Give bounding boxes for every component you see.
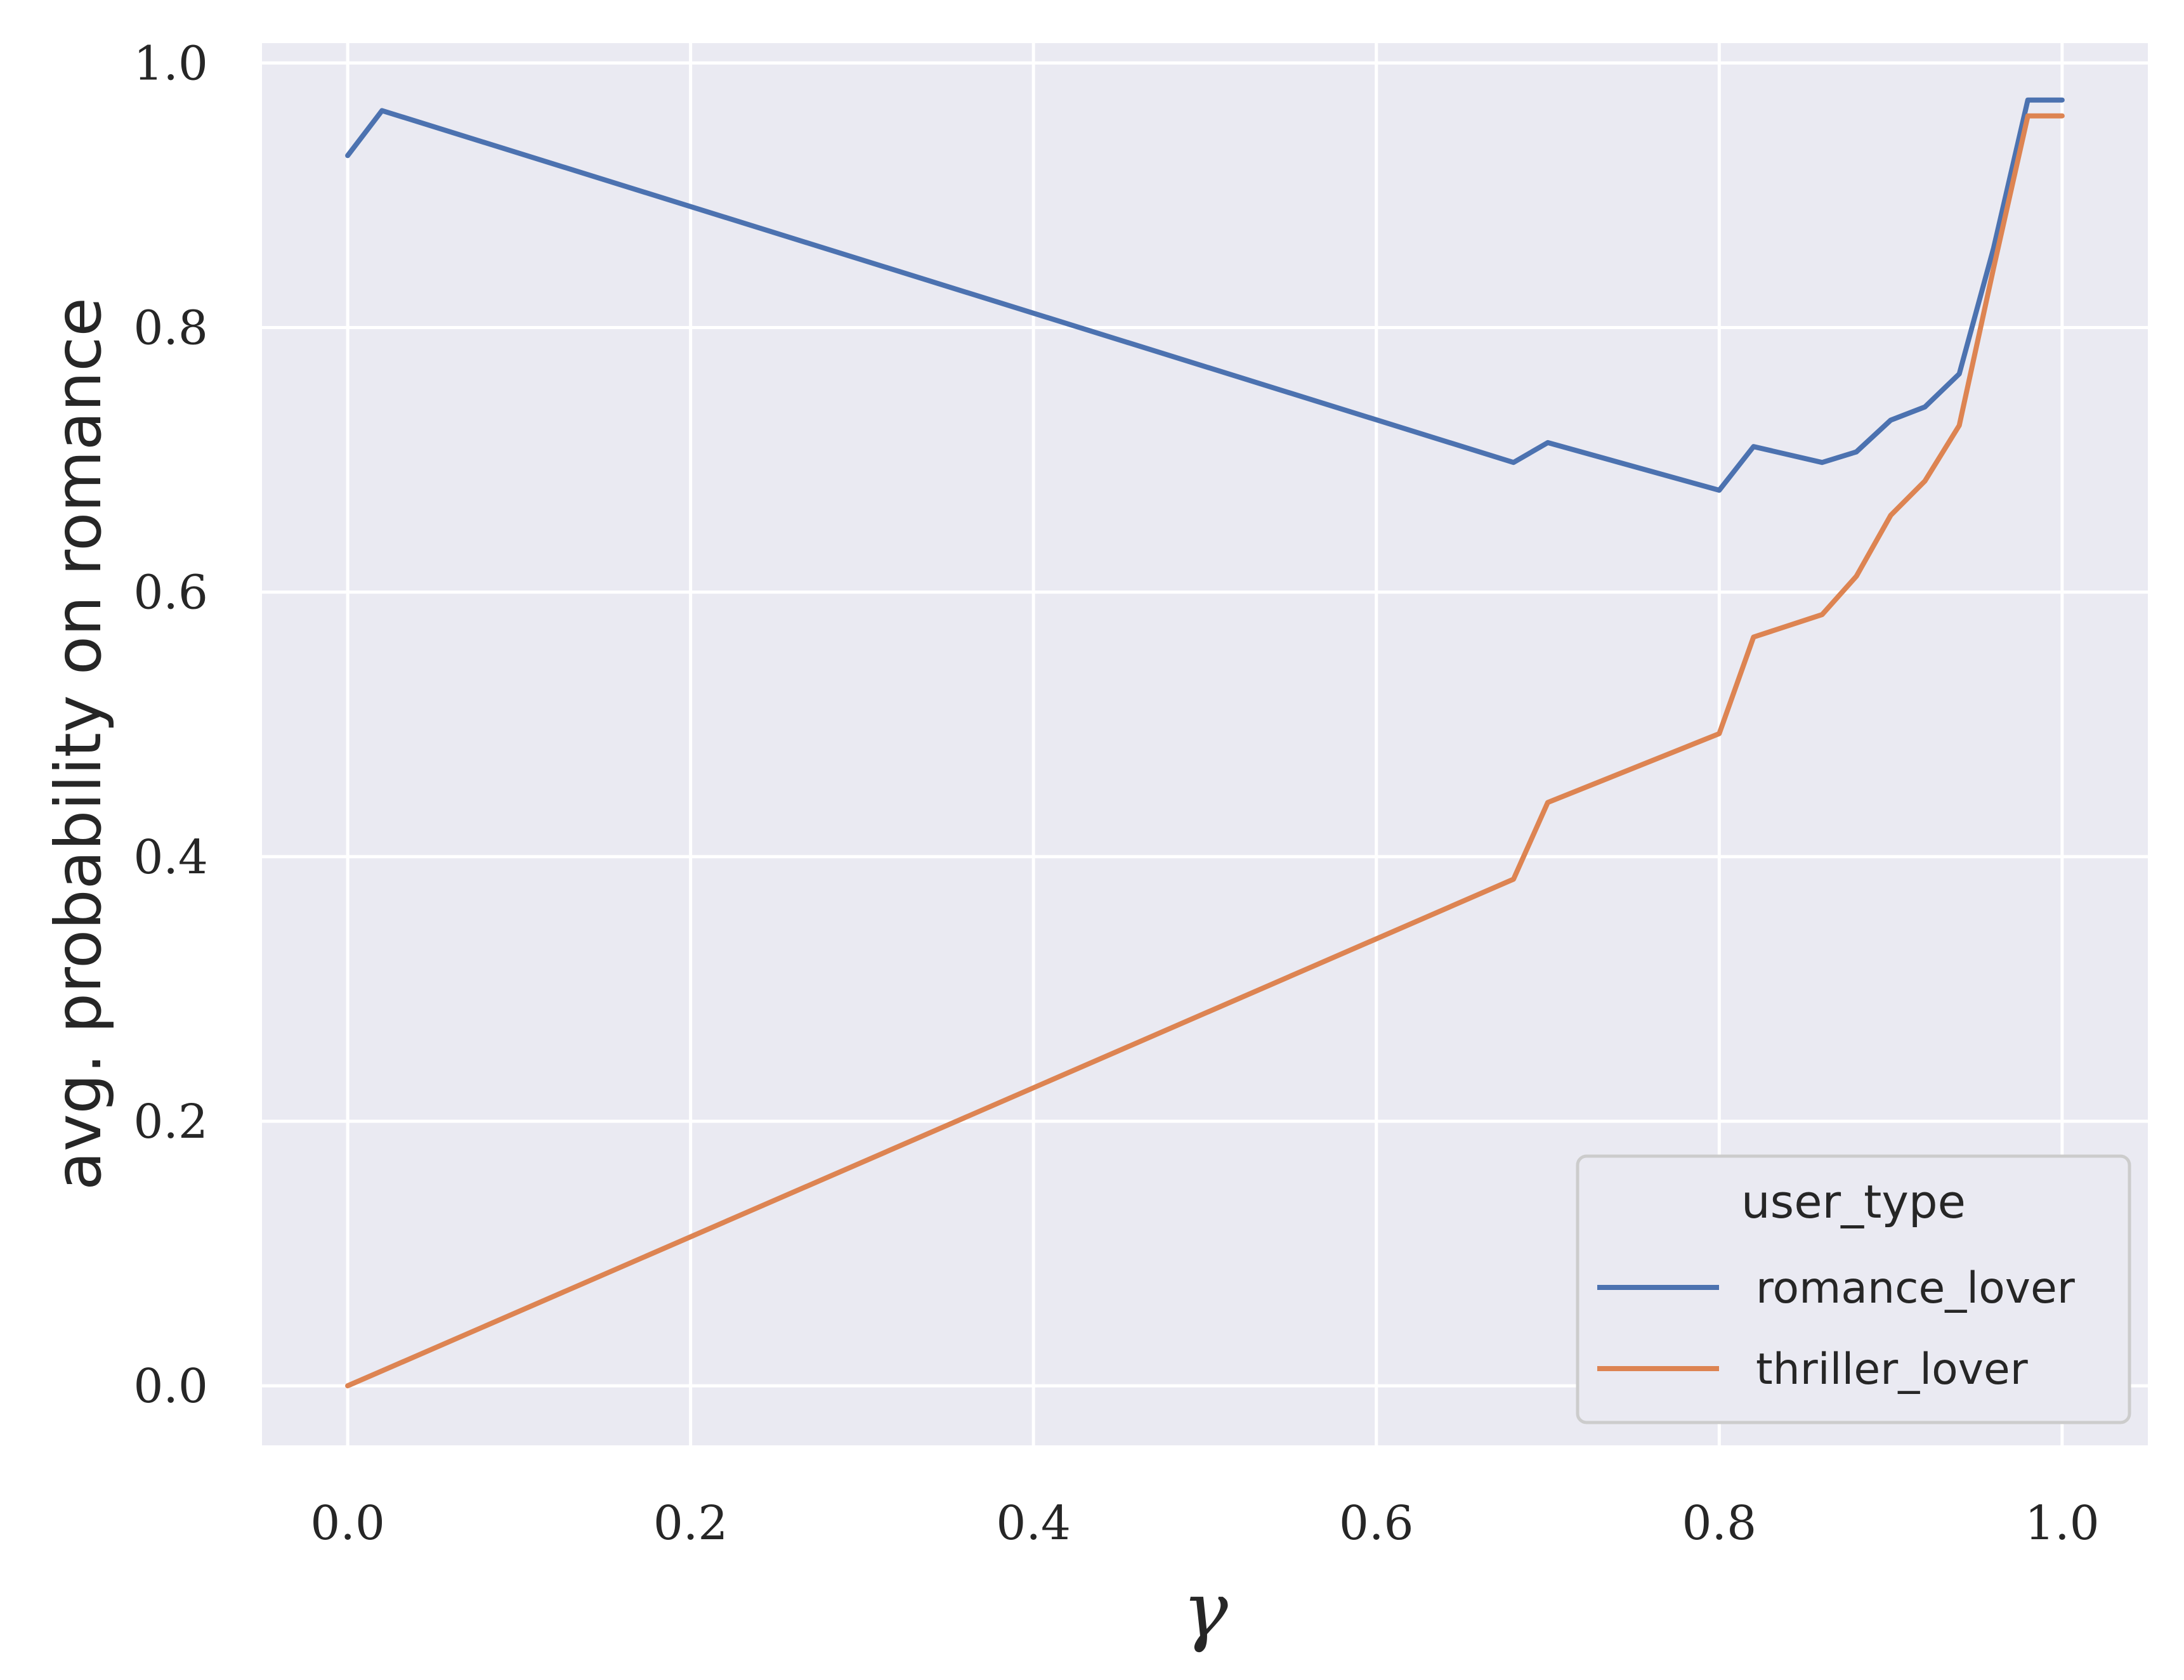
series-line-thriller_lover: [345, 113, 2065, 1389]
x-tick-label: 0.8: [1682, 1496, 1756, 1551]
x-tick-label: 0.6: [1339, 1496, 1414, 1551]
legend-title: user_type: [1741, 1175, 1966, 1228]
series-lines: [345, 97, 2065, 1389]
legend-box: [1576, 1154, 2131, 1424]
x-tick-labels: 0.0 0.2 0.4 0.6 0.8 1.0: [310, 1496, 2099, 1551]
y-tick-label: 0.0: [133, 1359, 208, 1414]
y-tick-label: 0.4: [133, 830, 208, 885]
x-tick-label: 0.4: [996, 1496, 1071, 1551]
series-line-romance_lover: [345, 97, 2065, 493]
y-tick-label: 0.6: [133, 566, 208, 620]
x-axis-label: γ: [1182, 1566, 1228, 1655]
y-tick-label: 0.8: [133, 301, 208, 355]
y-tick-labels: 0.0 0.2 0.4 0.6 0.8 1.0: [133, 36, 208, 1414]
legend: user_type romance_lover thriller_lover: [1576, 1154, 2131, 1424]
x-tick-label: 0.2: [653, 1496, 728, 1551]
x-tick-label: 0.0: [310, 1496, 385, 1551]
y-axis-label: avg. probability on romance: [41, 297, 115, 1190]
grid: [262, 43, 2148, 1445]
legend-label-romance_lover: romance_lover: [1756, 1263, 2075, 1313]
legend-label-thriller_lover: thriller_lover: [1756, 1345, 2028, 1395]
y-tick-label: 1.0: [133, 36, 208, 91]
x-tick-label: 1.0: [2025, 1496, 2100, 1551]
y-tick-label: 0.2: [133, 1095, 208, 1149]
